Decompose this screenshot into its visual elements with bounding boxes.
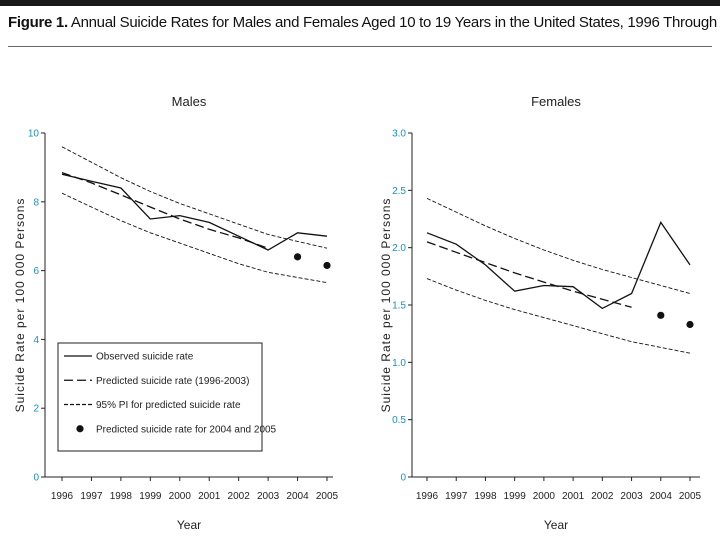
females-x-tick-label: 2002 <box>591 491 614 502</box>
females-predicted-point <box>686 320 694 329</box>
males-x-tick-label: 1996 <box>51 491 74 502</box>
females-y-tick-label: 1.0 <box>392 358 406 369</box>
females-predicted-rate-line <box>426 241 632 308</box>
females-y-tick-label: 2.5 <box>392 186 406 197</box>
males-y-tick-label: 6 <box>33 266 39 277</box>
females-pi-upper-line <box>426 197 691 294</box>
females-y-axis-label: Suicide Rate per 100 000 Persons <box>379 198 393 413</box>
females-pi-lower-line <box>426 278 691 354</box>
males-y-tick-label: 4 <box>33 335 39 346</box>
females-y-tick-label: 3.0 <box>392 129 406 140</box>
females-x-axis-label: Year <box>544 518 568 532</box>
males-x-tick-label: 2004 <box>286 491 309 502</box>
males-x-tick-label: 2005 <box>316 491 339 502</box>
males-pi-lower-line <box>61 192 328 284</box>
males-x-axis-label: Year <box>177 518 201 532</box>
females-x-tick-label: 2005 <box>679 491 702 502</box>
females-predicted-point <box>657 311 665 319</box>
legend-box <box>57 342 263 452</box>
top-bar <box>0 0 720 6</box>
males-y-tick-label: 2 <box>33 404 39 415</box>
males-x-tick-label: 2003 <box>257 491 280 502</box>
legend-pi-label: 95% PI for predicted suicide rate <box>96 400 241 411</box>
males-x-tick-label: 1997 <box>80 491 103 502</box>
figure-title: Figure 1. Annual Suicide Rates for Males… <box>8 14 720 31</box>
males-predicted-rate-line <box>61 171 269 249</box>
females-panel-title: Females <box>531 94 581 109</box>
males-x-tick-label: 2000 <box>169 491 192 502</box>
females-y-tick-label: 0.5 <box>392 415 406 426</box>
females-x-tick-label: 2003 <box>620 491 643 502</box>
males-y-tick-label: 0 <box>33 473 39 484</box>
figure-label: Figure 1. <box>8 14 68 31</box>
females-x-tick-label: 2001 <box>562 491 585 502</box>
males-pi-upper-line <box>61 146 328 249</box>
females-y-tick-label: 1.5 <box>392 301 406 312</box>
legend-points-marker <box>76 425 84 433</box>
males-observed-rate-line <box>61 173 328 251</box>
females-x-tick-label: 2004 <box>650 491 673 502</box>
males-x-tick-label: 2001 <box>198 491 221 502</box>
females-x-tick-label: 1997 <box>445 491 468 502</box>
legend-points-label: Predicted suicide rate for 2004 and 2005 <box>96 424 277 435</box>
females-observed-rate-line <box>426 221 691 310</box>
males-panel-title: Males <box>172 94 207 109</box>
females-y-tick-label: 2.0 <box>392 243 406 254</box>
females-y-tick-label: 0 <box>400 473 406 484</box>
females-x-tick-label: 1996 <box>416 491 439 502</box>
males-predicted-point <box>293 253 302 261</box>
females-x-tick-label: 2000 <box>533 491 556 502</box>
females-x-tick-label: 1999 <box>504 491 527 502</box>
males-x-tick-label: 1998 <box>110 491 133 502</box>
legend-observed-label: Observed suicide rate <box>96 352 194 363</box>
title-divider <box>8 46 712 47</box>
males-y-axis-label: Suicide Rate per 100 000 Persons <box>13 198 27 413</box>
males-x-tick-label: 2002 <box>228 491 251 502</box>
males-y-tick-label: 8 <box>33 197 39 208</box>
males-x-tick-label: 1999 <box>139 491 162 502</box>
figure-title-text: Annual Suicide Rates for Males and Femal… <box>70 14 720 31</box>
legend-predicted-label: Predicted suicide rate (1996-2003) <box>96 376 249 387</box>
females-x-tick-label: 1998 <box>474 491 497 502</box>
males-y-tick-label: 10 <box>28 129 40 140</box>
males-predicted-point <box>323 261 331 270</box>
